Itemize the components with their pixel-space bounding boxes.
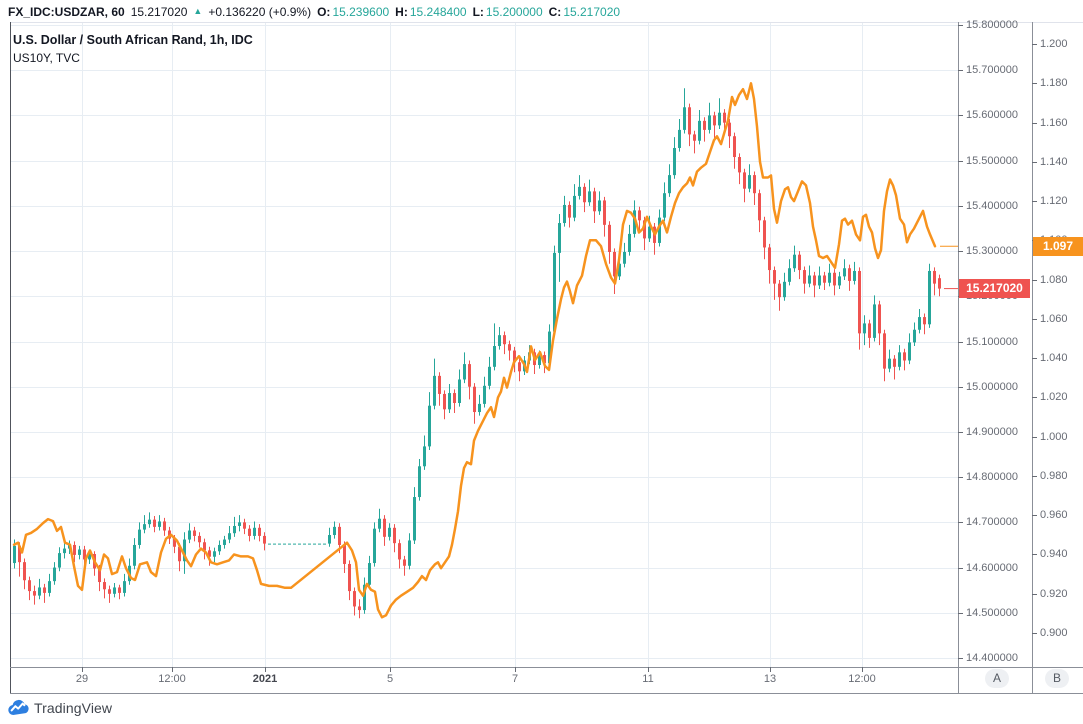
price-tick-us10y: 1.140 <box>1040 155 1068 168</box>
last-price-label-usdzar: 15.217020 <box>959 279 1030 299</box>
price-tick-usdzar: 14.400000 <box>966 652 1018 664</box>
price-tick-usdzar: 15.100000 <box>966 335 1018 348</box>
low-value: L: 15.200000 <box>472 4 543 19</box>
price-tick-usdzar: 14.800000 <box>966 471 1018 484</box>
price-up-triangle-icon: ▲ <box>193 5 203 16</box>
time-tick: 29 <box>75 673 89 685</box>
time-tick: 5 <box>386 673 394 685</box>
price-tick-usdzar: 14.900000 <box>966 425 1018 438</box>
price-tick-us10y: 1.160 <box>1040 116 1068 129</box>
price-tick-usdzar: 15.600000 <box>966 109 1018 122</box>
price-tick-usdzar: 14.700000 <box>966 516 1018 529</box>
price-tick-usdzar: 15.400000 <box>966 199 1018 212</box>
price-tick-usdzar: 14.500000 <box>966 606 1018 619</box>
price-tick-us10y: 0.980 <box>1040 469 1068 482</box>
price-tick-us10y: 0.940 <box>1040 548 1068 561</box>
price-scale-a-button[interactable]: A <box>985 669 1009 688</box>
price-tick-us10y: 0.960 <box>1040 509 1068 522</box>
price-change: +0.136220 (+0.9%) <box>208 4 312 19</box>
price-tick-us10y: 0.920 <box>1040 587 1068 600</box>
price-tick-usdzar: 15.700000 <box>966 64 1018 77</box>
overlay-series-title[interactable]: US10Y, TVC <box>13 51 80 66</box>
price-tick-usdzar: 15.300000 <box>966 245 1018 258</box>
price-tick-us10y: 1.000 <box>1040 430 1068 443</box>
time-tick: 12:00 <box>158 673 186 685</box>
price-tick-us10y: 1.040 <box>1040 352 1068 365</box>
pane-borders <box>10 22 1083 694</box>
price-tick-usdzar: 14.600000 <box>966 561 1018 574</box>
price-tick-usdzar: 15.500000 <box>966 154 1018 167</box>
close-value: C: 15.217020 <box>548 4 621 19</box>
time-tick: 7 <box>511 673 519 685</box>
price-tick-usdzar: 15.800000 <box>966 19 1018 31</box>
last-price: 15.217020 <box>130 4 188 19</box>
gridlines <box>11 22 958 667</box>
tradingview-logo-icon[interactable] <box>8 699 29 716</box>
us10y-line-series <box>12 82 937 619</box>
high-value: H: 15.248400 <box>395 4 467 19</box>
last-price-label-us10y: 1.097 <box>1033 236 1083 256</box>
price-scale-b-button[interactable]: B <box>1045 669 1069 688</box>
price-tick-us10y: 1.020 <box>1040 391 1068 404</box>
candlestick-series <box>13 88 941 619</box>
price-tick-us10y: 1.120 <box>1040 195 1068 208</box>
price-tick-us10y: 0.900 <box>1040 627 1068 639</box>
time-tick: 13 <box>763 673 777 685</box>
symbol-info-bar: FX_IDC:USDZAR, 60 15.217020 ▲ +0.136220 … <box>8 2 620 21</box>
symbol-name[interactable]: FX_IDC:USDZAR, 60 <box>8 4 125 19</box>
price-tick-us10y: 1.060 <box>1040 312 1068 325</box>
time-tick: 12:00 <box>848 673 876 685</box>
price-tick-us10y: 1.180 <box>1040 77 1068 90</box>
open-value: O: 15.239600 <box>317 4 390 19</box>
time-tick: 11 <box>642 673 654 685</box>
price-tick-us10y: 1.080 <box>1040 273 1068 286</box>
tradingview-brand-text[interactable]: TradingView <box>34 699 113 716</box>
main-series-title[interactable]: U.S. Dollar / South African Rand, 1h, ID… <box>13 33 253 47</box>
price-tick-usdzar: 15.000000 <box>966 380 1018 393</box>
time-tick: 2021 <box>252 673 278 685</box>
chart-legend[interactable]: U.S. Dollar / South African Rand, 1h, ID… <box>13 31 253 68</box>
footer: TradingView <box>8 699 112 716</box>
price-tick-us10y: 1.200 <box>1040 38 1068 50</box>
